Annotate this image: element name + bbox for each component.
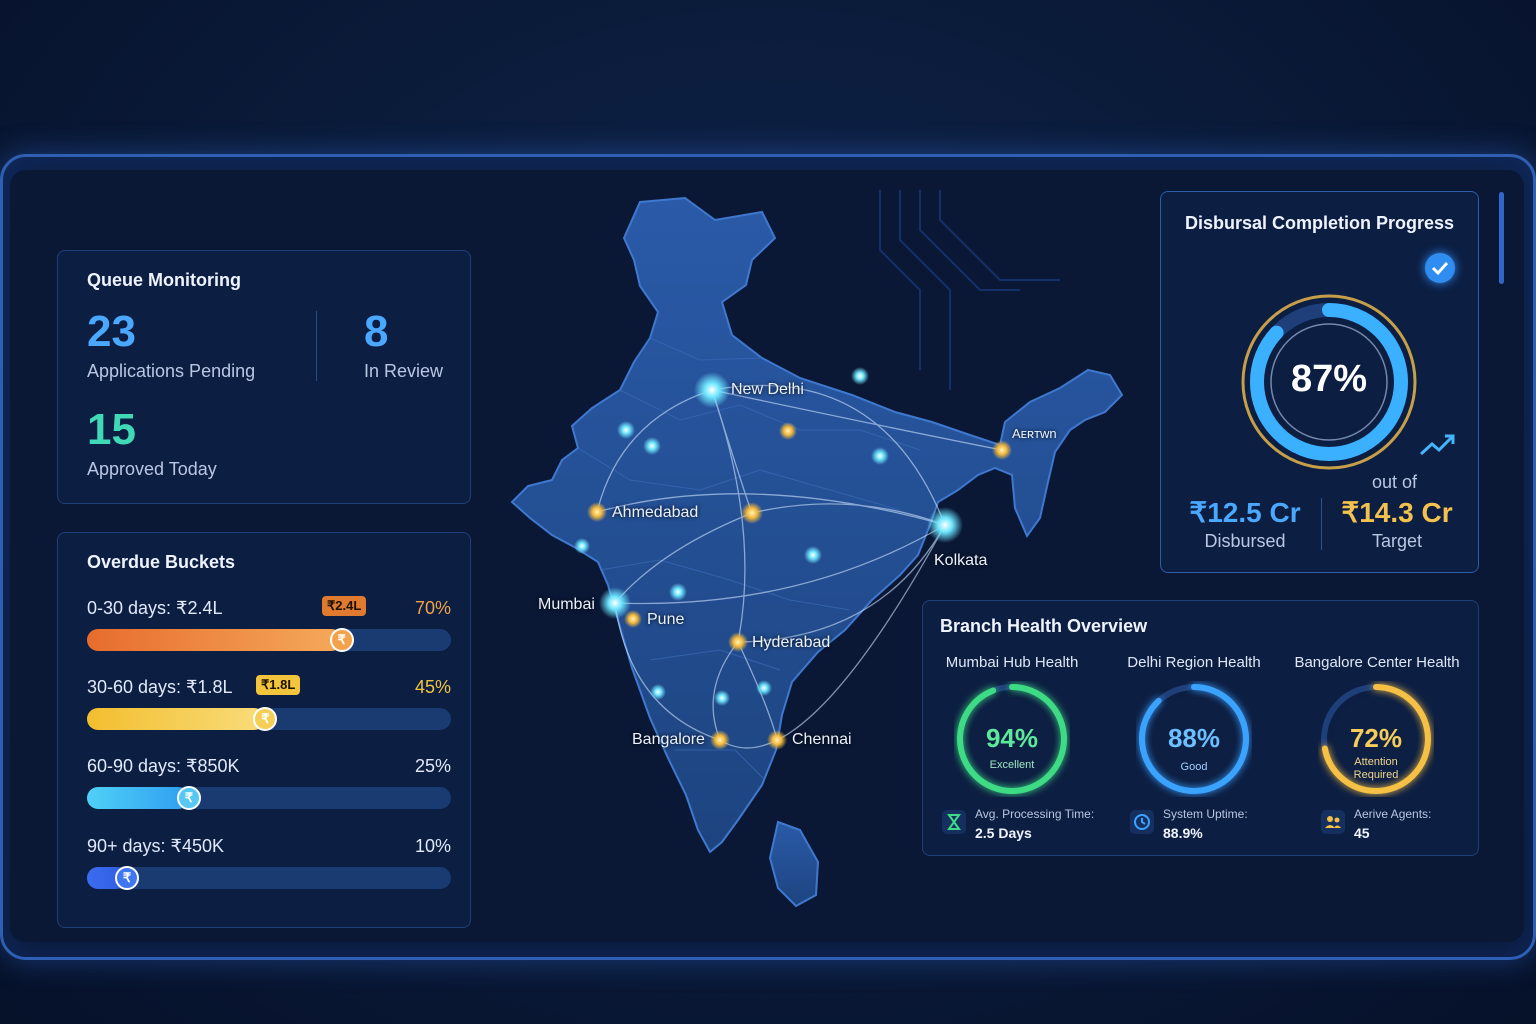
bucket-percent-2: 25% [414, 756, 451, 776]
disbursal-title: Disbursal Completion Progress [1185, 213, 1455, 233]
disbursal-ring-fill [1250, 303, 1408, 461]
bucket-label-0: 0-30 days: ₹2.4L [87, 598, 223, 618]
check-icon [1425, 253, 1455, 283]
bucket-bar-3: ₹ [87, 866, 451, 890]
bucket-handle-2[interactable]: ₹ [176, 786, 201, 810]
queue-divider [316, 311, 317, 381]
metric-label-delhi: System Uptime: [1163, 807, 1248, 821]
metric-value-mumbai: 2.5 Days [975, 825, 1032, 841]
node-ahmedabad [587, 502, 607, 522]
disbursal-ring [1241, 294, 1417, 470]
city-hyderabad: Hyderabad [752, 634, 831, 651]
node-mumbai [599, 587, 631, 619]
branch-title: Branch Health Overview [940, 616, 1148, 636]
bucket-handle-0[interactable]: ₹ [329, 628, 354, 652]
city-new-delhi: New Delhi [731, 381, 804, 398]
approved-label: Approved Today [87, 459, 217, 479]
node-hyderabad [728, 632, 748, 652]
node-kolkata [927, 507, 963, 543]
bucket-percent-3: 10% [414, 836, 451, 856]
trend-up-icon [1419, 432, 1457, 463]
city-nodes [587, 372, 1012, 750]
pending-count: 23 [87, 307, 136, 356]
gauge-status-delhi: Good [1180, 761, 1208, 773]
approved-count: 15 [87, 405, 136, 454]
bucket-handle-3[interactable]: ₹ [115, 866, 140, 890]
overdue-title: Overdue Buckets [87, 552, 236, 572]
disbursal-progress-panel: Disbursal Completion Progress 87% out of… [1160, 191, 1479, 573]
node-bangalore [710, 730, 730, 750]
bucket-fill-2 [87, 787, 189, 809]
city-mumbai: Mumbai [538, 596, 595, 613]
gauge-title-delhi: Delhi Region Health [1127, 654, 1261, 671]
bucket-fill-1 [87, 708, 266, 730]
node-pune [624, 610, 642, 628]
gauge-mumbai [957, 684, 1067, 794]
node-aertwn [992, 440, 1012, 460]
branch-health-panel: Branch Health Overview Mumbai Hub Health… [922, 600, 1479, 856]
gauge-value-delhi: 88% [1167, 723, 1221, 753]
out-of-label: out of [1372, 472, 1418, 492]
bucket-tag-1: ₹1.8L [256, 675, 301, 695]
users-icon [1321, 810, 1345, 834]
disbursal-divider [1321, 498, 1322, 550]
bucket-bar-1: ₹ [87, 707, 451, 731]
gauge-title-mumbai: Mumbai Hub Health [945, 654, 1079, 671]
target-label: Target [1371, 531, 1423, 551]
gauge-title-bangalore: Bangalore Center Health [1294, 654, 1460, 671]
bucket-label-2: 60-90 days: ₹850K [87, 756, 240, 776]
bucket-percent-0: 70% [414, 598, 451, 618]
review-label: In Review [364, 361, 444, 381]
clock-icon [1130, 810, 1154, 834]
city-aertwn: Aᴇʀᴛwn [1012, 426, 1057, 441]
bucket-label-1: 30-60 days: ₹1.8L [87, 677, 233, 697]
bucket-handle-1[interactable]: ₹ [253, 707, 278, 731]
review-count: 8 [364, 307, 389, 356]
bucket-fill-0 [87, 629, 342, 651]
gauge-status-mumbai: Excellent [989, 759, 1035, 771]
city-pune: Pune [647, 611, 685, 628]
overdue-buckets-panel: Overdue Buckets 0-30 days: ₹2.4L ₹2.4L 7… [57, 532, 471, 928]
metric-label-bangalore: Aerive Agents: [1354, 807, 1432, 821]
city-chennai: Chennai [792, 731, 852, 748]
node-chennai [767, 730, 787, 750]
network-connections [596, 384, 1003, 749]
node-central [741, 502, 763, 524]
metric-value-delhi: 88.9% [1163, 825, 1203, 841]
disbursed-value: ₹12.5 Cr [1189, 497, 1301, 528]
bucket-bar-0: ₹ [87, 628, 451, 652]
pending-label: Applications Pending [87, 361, 256, 381]
queue-title: Queue Monitoring [87, 270, 241, 290]
bucket-label-3: 90+ days: ₹450K [87, 836, 225, 856]
city-bangalore: Bangalore [632, 731, 705, 748]
bucket-tag-0: ₹2.4L [322, 596, 367, 616]
india-network-map [510, 190, 1124, 908]
gauge-delhi [1139, 684, 1249, 794]
disbursal-percent: 87% [1290, 358, 1368, 400]
bucket-bar-2: ₹ [87, 786, 451, 810]
city-ahmedabad: Ahmedabad [612, 504, 699, 521]
scrollbar[interactable] [1499, 192, 1504, 284]
gauge-value-mumbai: 94% [985, 723, 1039, 753]
queue-monitoring-panel: Queue Monitoring 23 Applications Pending… [57, 250, 471, 504]
hourglass-icon [942, 810, 966, 834]
gauge-value-bangalore: 72% [1349, 723, 1403, 753]
gauge-status-bangalore: Attention Required [1353, 756, 1399, 781]
circuit-decoration [879, 190, 1060, 390]
bucket-percent-1: 45% [414, 677, 451, 697]
metric-label-mumbai: Avg. Processing Time: [975, 807, 1095, 821]
sri-lanka [768, 820, 820, 908]
gauge-bangalore [1321, 684, 1431, 794]
disbursed-label: Disbursed [1204, 531, 1286, 551]
state-boundaries [577, 337, 921, 781]
city-kolkata: Kolkata [934, 552, 988, 569]
node-new-delhi [694, 372, 730, 408]
metric-value-bangalore: 45 [1354, 825, 1370, 841]
minor-nodes [574, 367, 889, 706]
target-value: ₹14.3 Cr [1341, 497, 1453, 528]
